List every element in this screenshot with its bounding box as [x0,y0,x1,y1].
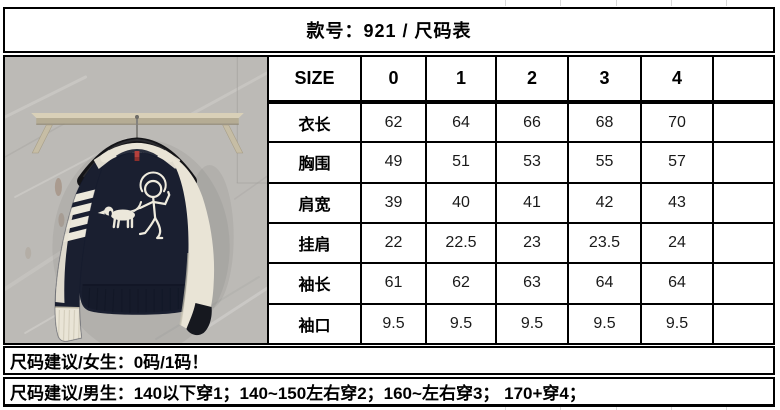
cell: 51 [425,141,497,184]
cell: 64 [567,262,642,305]
cell-empty [712,100,775,144]
cell-empty [712,302,775,346]
size-header-label: SIZE [267,55,362,104]
cell: 9.5 [360,302,427,346]
cell: 9.5 [425,302,497,346]
size-col-4: 4 [640,55,714,104]
cell-empty [712,262,775,305]
size-header-row: SIZE 0 1 2 3 4 [267,55,775,104]
excel-gridline-tick [726,404,727,410]
dachshund-embroidery [97,201,143,229]
excel-gridline-tick [671,404,672,410]
stick-figure-embroidery [115,171,171,240]
excel-gridline-tick [616,0,617,6]
size-col-2: 2 [495,55,569,104]
table-row-chest: 胸围 49 51 53 55 57 [267,141,775,184]
hanger-hook [134,115,140,143]
size-col-empty [712,55,775,104]
table-row-garment-length: 衣长 62 64 66 68 70 [267,100,775,144]
size-advice-girls: 尺码建议/女生：0码/1码！ [3,346,775,375]
cell: 70 [640,100,714,144]
product-photo-illustration [5,57,269,343]
cell: 41 [495,181,569,224]
cell: 22.5 [425,221,497,265]
cell: 9.5 [640,302,714,346]
row-label: 挂肩 [267,221,362,265]
cell: 68 [567,100,642,144]
cell: 55 [567,141,642,184]
cell-empty [712,181,775,224]
cell: 49 [360,141,427,184]
cell: 61 [360,262,427,305]
cell: 53 [495,141,569,184]
brand-tag [134,151,140,161]
product-photo [3,55,269,345]
sweater-right-sleeve [166,153,215,336]
cell: 40 [425,181,497,224]
cell: 9.5 [567,302,642,346]
cell-empty [712,141,775,184]
sweater-collar [93,143,181,169]
row-label: 肩宽 [267,181,362,224]
cell: 57 [640,141,714,184]
cell-empty [712,221,775,265]
row-label: 袖长 [267,262,362,305]
excel-gridline-tick [616,404,617,410]
row-label: 袖口 [267,302,362,346]
table-row-cuff: 袖口 9.5 9.5 9.5 9.5 9.5 [267,302,775,346]
cell: 64 [640,262,714,305]
size-advice-boys: 尺码建议/男生：140以下穿1；140~150左右穿2；160~左右穿3； 17… [3,377,775,407]
row-label: 衣长 [267,100,362,144]
excel-gridline-tick [505,404,506,410]
row-label: 胸围 [267,141,362,184]
excel-gridline-tick [560,404,561,410]
excel-gridline-tick [726,0,727,6]
table-row-shoulder-width: 肩宽 39 40 41 42 43 [267,181,775,224]
table-row-raglan-shoulder: 挂肩 22 22.5 23 23.5 24 [267,221,775,265]
cell: 62 [360,100,427,144]
cell: 64 [425,100,497,144]
sweater-body [77,147,198,315]
cell: 63 [495,262,569,305]
cell: 9.5 [495,302,569,346]
excel-gridline-tick [505,0,506,6]
size-table: SIZE 0 1 2 3 4 衣长 62 64 66 68 70 胸围 49 [267,55,775,346]
cell: 42 [567,181,642,224]
cell: 39 [360,181,427,224]
table-row-sleeve-length: 袖长 61 62 63 64 64 [267,262,775,305]
size-col-1: 1 [425,55,497,104]
excel-gridline-tick [560,0,561,6]
sweater-hem [81,286,194,313]
cell: 22 [360,221,427,265]
cell: 43 [640,181,714,224]
cell: 62 [425,262,497,305]
cell: 23 [495,221,569,265]
cell: 66 [495,100,569,144]
page-title: 款号：921 / 尺码表 [3,7,775,53]
size-col-3: 3 [567,55,642,104]
cell: 24 [640,221,714,265]
size-col-0: 0 [360,55,427,104]
cell: 23.5 [567,221,642,265]
excel-gridline-tick [671,0,672,6]
right-cuff-tip [186,303,212,336]
